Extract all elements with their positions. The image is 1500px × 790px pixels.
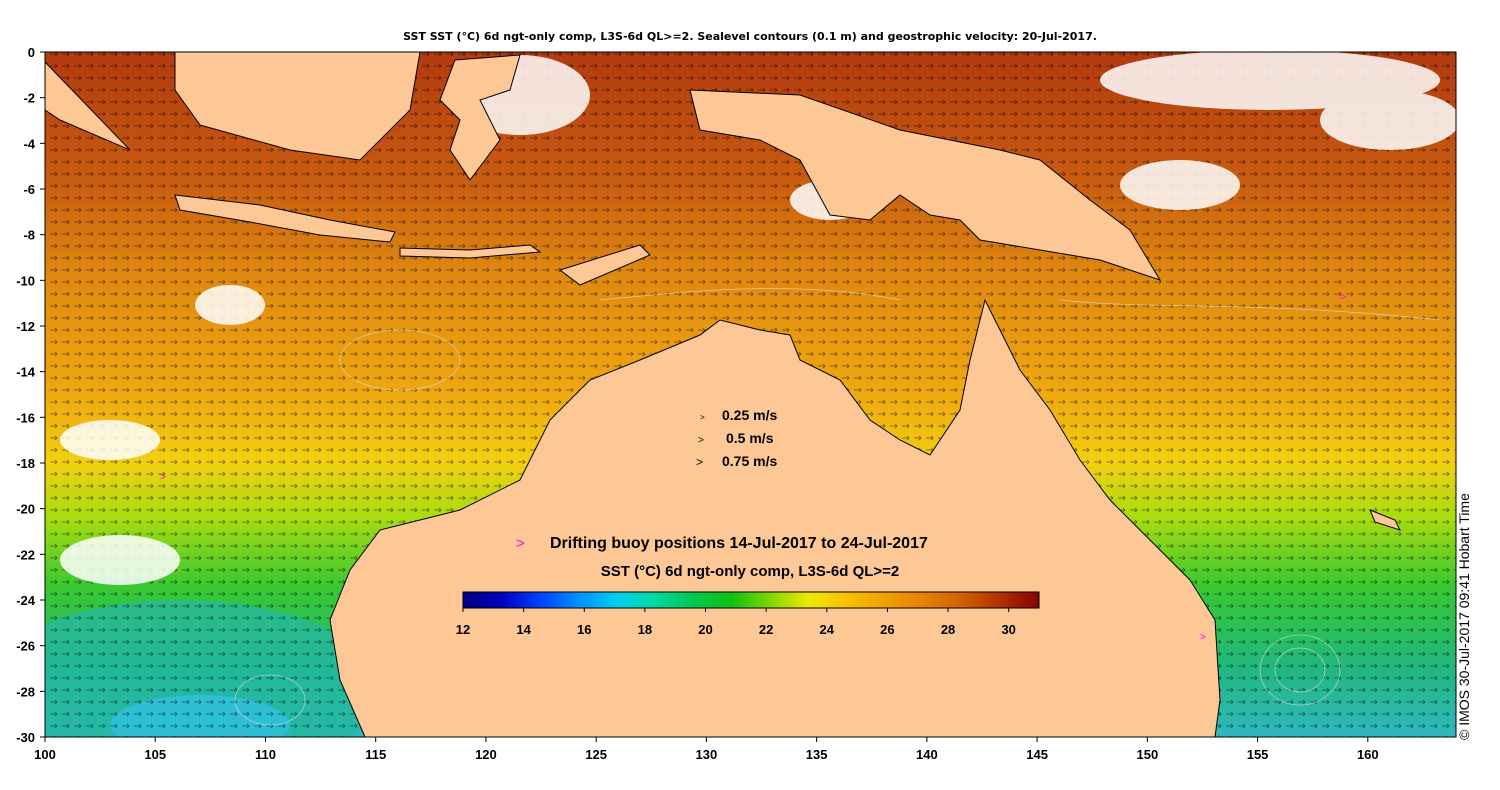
y-tick-label: -26 [16,639,35,654]
colorbar-label: SST (°C) 6d ngt-only comp, L3S-6d QL>=2 [601,563,900,580]
x-tick-label: 120 [475,747,497,762]
velocity-legend-label-2: 0.5 m/s [726,430,774,446]
svg-text:>: > [1340,292,1346,303]
velocity-legend-arrow-2: > [698,435,704,446]
y-axis: 0 -2 -4 -6 -8 -10 -12 -14 -16 -18 -20 -22 -24 -26 -28 -… [16,45,45,745]
y-tick-label: 0 [28,45,35,60]
x-tick-label: 130 [696,747,718,762]
colorbar-scale [462,591,1040,609]
map-area: > > > [45,52,1456,737]
map-title: SST SST (°C) 6d ngt-only comp, L3S-6d QL… [403,30,1097,43]
land-new-caledonia [1369,509,1401,531]
colorbar-tick-label: 28 [941,622,955,637]
svg-text:>: > [1200,632,1206,643]
y-tick-label: -20 [16,502,35,517]
y-tick-label: -2 [23,91,35,106]
land-borneo [174,52,421,161]
y-tick-label: -6 [23,182,35,197]
land-australia [329,298,1221,737]
x-tick-label: 150 [1136,747,1158,762]
y-tick-label: -4 [23,136,35,151]
x-tick-label: 145 [1026,747,1048,762]
buoy-legend-label: Drifting buoy positions 14-Jul-2017 to 2… [550,535,928,552]
land-sulawesi [439,54,521,181]
land-java [174,194,396,243]
y-tick-label: -14 [16,365,36,380]
buoy-legend-marker: > [516,535,525,552]
y-tick-label: -30 [16,730,35,745]
x-tick-label: 155 [1247,747,1269,762]
x-tick-label: 110 [255,747,276,762]
land-timor [558,244,651,286]
buoy-markers: > > > [160,292,1346,643]
y-tick-label: -12 [16,319,35,334]
colorbar-tick-label: 16 [577,622,591,637]
x-tick-label: 115 [365,747,386,762]
velocity-legend-label-3: 0.75 m/s [722,453,777,469]
x-axis: 100 105 110 115 120 125 130 135 140 145 150 155 160 [34,737,1379,762]
y-tick-label: -22 [16,547,35,562]
y-tick-label: -10 [16,273,35,288]
svg-text:>: > [160,472,166,483]
x-tick-label: 160 [1357,747,1379,762]
x-tick-label: 140 [916,747,938,762]
buoy-legend: > Drifting buoy positions 14-Jul-2017 to… [516,535,928,552]
map-frame [44,51,1457,738]
colorbar-tick-label: 20 [698,622,712,637]
y-tick-label: -18 [16,456,35,471]
imos-credit: © IMOS 30-Jul-2017 09:41 Hobart Time [1456,493,1472,740]
land-lesser-sunda [399,244,542,259]
x-tick-label: 135 [806,747,828,762]
colorbar-tick-label: 14 [516,622,531,637]
velocity-legend-arrow-3: > [696,455,703,469]
sea-level-contours [234,288,1441,726]
x-tick-label: 125 [585,747,607,762]
colorbar: SST (°C) 6d ngt-only comp, L3S-6d QL>=2 … [456,563,1040,637]
velocity-legend: > 0.25 m/s > 0.5 m/s > 0.75 m/s [696,407,777,469]
y-tick-label: -24 [16,593,36,608]
x-tick-label: 105 [144,747,166,762]
y-tick-label: -16 [16,410,35,425]
y-tick-label: -28 [16,684,35,699]
land-sumatra [45,61,131,151]
colorbar-tick-label: 26 [880,622,894,637]
x-tick-label: 100 [34,747,56,762]
velocity-legend-label-1: 0.25 m/s [722,407,777,423]
colorbar-tick-label: 30 [1001,622,1015,637]
land-masses [45,52,1401,737]
colorbar-tick-label: 24 [820,622,835,637]
land-new-guinea [689,89,1162,281]
colorbar-tick-label: 18 [638,622,652,637]
colorbar-ticks: 12 14 16 18 20 22 24 26 28 30 [456,608,1016,637]
velocity-legend-arrow-1: > [700,413,705,422]
colorbar-tick-label: 22 [759,622,773,637]
y-tick-label: -8 [23,228,35,243]
colorbar-tick-label: 12 [456,622,470,637]
